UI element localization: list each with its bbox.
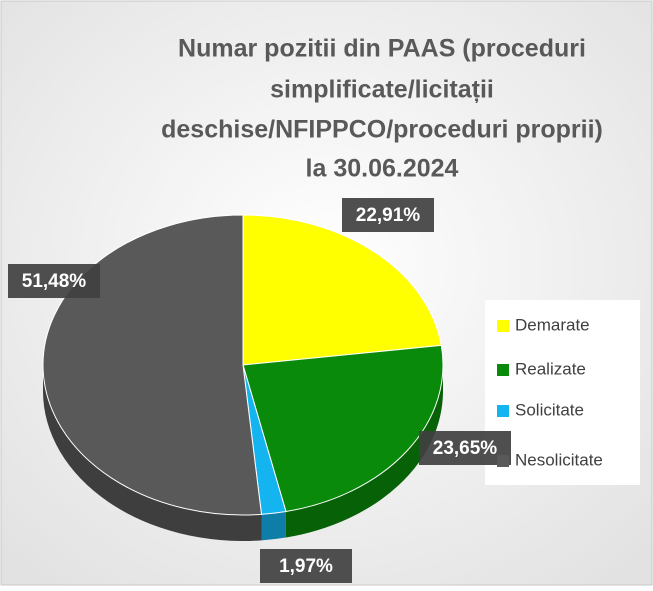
data-label: 23,65% (433, 438, 498, 459)
title-line: deschise/NFIPPCO/proceduri proprii) (161, 116, 603, 144)
legend-label: Nesolicitate (515, 450, 603, 469)
legend-label: Solicitate (515, 400, 584, 419)
data-label-box (419, 431, 511, 465)
legend-swatch (497, 405, 509, 417)
slice-side (43, 365, 262, 541)
chart-title: Numar pozitii din PAAS (proceduri simpli… (161, 35, 603, 183)
data-label-box (260, 549, 352, 583)
data-label: 22,91% (356, 205, 421, 226)
legend-label: Realizate (515, 359, 586, 378)
data-label-box (342, 198, 434, 232)
title-line: la 30.06.2024 (306, 155, 459, 183)
slice (242, 344, 444, 513)
slice-side (285, 365, 443, 538)
slice (242, 214, 442, 366)
title-line: Numar pozitii din PAAS (proceduri (178, 35, 586, 63)
legend-swatch (497, 455, 509, 467)
slice-side (261, 511, 286, 541)
title-line: simplificate/licitații (270, 76, 494, 104)
legend-swatch (497, 364, 509, 376)
legend-swatch (497, 320, 509, 332)
data-label: 51,48% (22, 271, 87, 292)
data-label: 1,97% (279, 556, 333, 577)
data-label-box (8, 264, 100, 298)
legend-label: Demarate (515, 315, 590, 334)
